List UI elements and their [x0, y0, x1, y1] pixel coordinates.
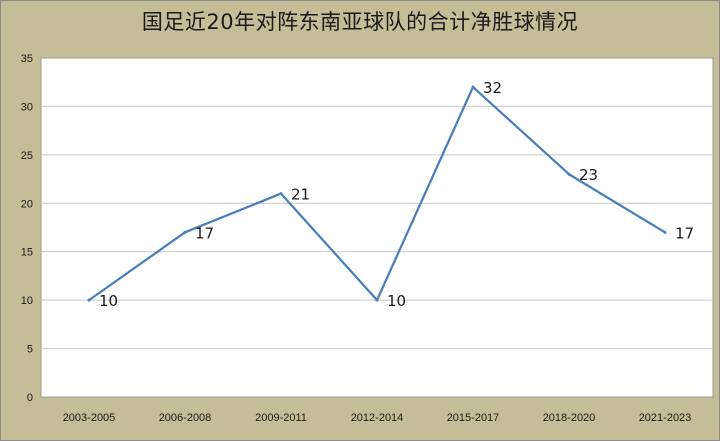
- y-tick-label: 10: [21, 295, 33, 307]
- data-point: [663, 230, 667, 234]
- x-tick-label: 2006-2008: [159, 412, 212, 424]
- y-tick-label: 15: [21, 247, 33, 259]
- data-label: 21: [291, 186, 310, 204]
- x-tick-label: 2021-2023: [639, 412, 692, 424]
- series-group: [87, 85, 667, 302]
- data-label: 10: [387, 292, 406, 310]
- plot-area: [40, 57, 714, 398]
- data-label: 10: [99, 292, 118, 310]
- x-tick-label: 2015-2017: [447, 412, 500, 424]
- data-label: 23: [579, 166, 598, 184]
- data-point: [567, 172, 571, 176]
- data-label: 32: [483, 79, 502, 97]
- y-tick-label: 35: [21, 53, 33, 65]
- data-point: [375, 298, 379, 302]
- x-tick-label: 2012-2014: [351, 412, 404, 424]
- data-label: 17: [195, 224, 214, 242]
- x-tick-label: 2018-2020: [543, 412, 596, 424]
- y-axis: 0 5 10 15 20 25 30 35: [21, 53, 33, 404]
- y-tick-label: 0: [27, 392, 33, 404]
- data-point: [87, 298, 91, 302]
- data-point: [471, 85, 475, 89]
- data-point: [279, 192, 283, 196]
- data-labels: 10 17 21 10 32 23 17: [99, 79, 694, 310]
- y-tick-label: 25: [21, 150, 33, 162]
- y-tick-label: 5: [27, 344, 33, 356]
- x-tick-label: 2009-2011: [255, 412, 307, 424]
- chart-title: 国足近20年对阵东南亚球队的合计净胜球情况: [141, 10, 579, 34]
- data-point: [183, 230, 187, 234]
- x-tick-label: 2003-2005: [63, 412, 116, 424]
- x-axis: 2003-2005 2006-2008 2009-2011 2012-2014 2015…: [63, 412, 692, 424]
- data-label: 17: [675, 224, 694, 242]
- y-tick-label: 20: [21, 198, 33, 210]
- y-tick-label: 30: [21, 101, 33, 113]
